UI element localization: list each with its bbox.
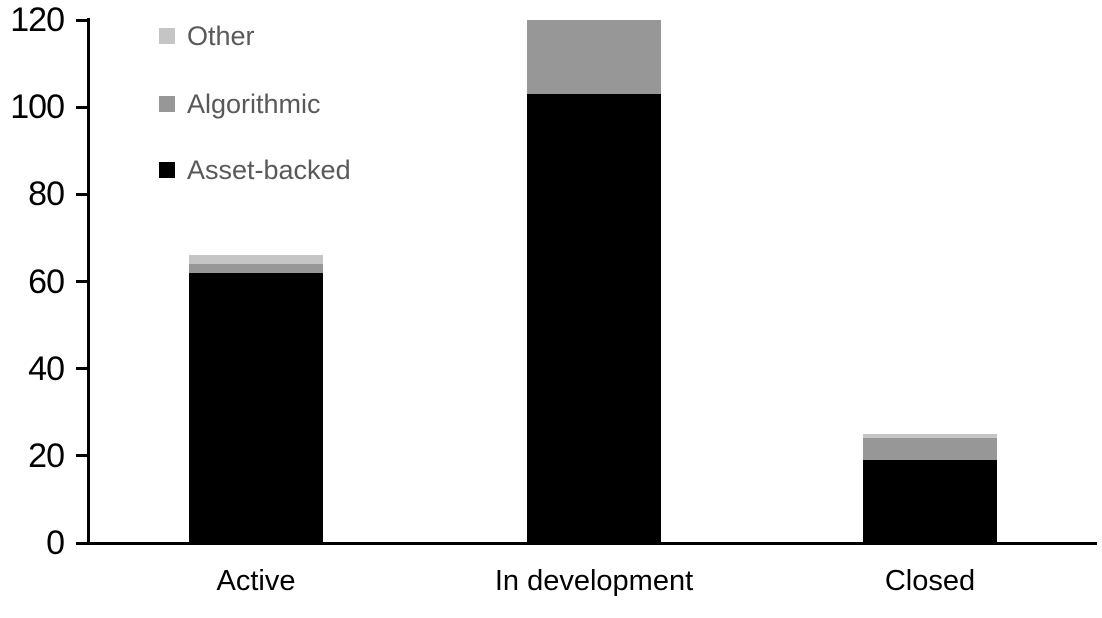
bar-segment-other-closed bbox=[863, 434, 997, 439]
legend-label: Asset-backed bbox=[187, 154, 351, 185]
bar-segment-other-active bbox=[189, 255, 323, 265]
legend-swatch-icon bbox=[159, 28, 175, 44]
bar-segment-algorithmic-closed bbox=[863, 438, 997, 461]
y-axis-tick-label: 120 bbox=[10, 1, 65, 39]
y-axis-tick bbox=[76, 280, 88, 283]
y-axis-tick bbox=[76, 541, 88, 545]
legend-swatch-icon bbox=[159, 162, 175, 178]
bar-segment-asset-backed-in-development bbox=[527, 94, 661, 543]
y-axis-tick-label: 20 bbox=[28, 436, 65, 475]
y-axis-tick-label: 0 bbox=[46, 524, 65, 562]
bar-segment-algorithmic-active bbox=[189, 264, 323, 273]
y-axis-tick-label: 40 bbox=[28, 349, 65, 388]
legend-swatch-icon bbox=[159, 96, 175, 112]
y-axis-tick bbox=[76, 105, 88, 109]
bar-segment-asset-backed-active bbox=[189, 272, 323, 543]
x-category-label-in-development: In development bbox=[494, 565, 694, 597]
y-axis-tick-label: 100 bbox=[10, 88, 65, 127]
y-axis-tick bbox=[76, 192, 88, 196]
bar-segment-algorithmic-in-development bbox=[527, 20, 661, 95]
legend-label: Other bbox=[187, 20, 255, 51]
y-axis-line bbox=[87, 18, 90, 545]
y-axis-tick-label: 60 bbox=[28, 262, 65, 301]
y-axis-tick bbox=[76, 454, 88, 458]
x-category-label-closed: Closed bbox=[884, 565, 976, 597]
y-axis-tick bbox=[76, 367, 88, 371]
legend-item-asset-backed: Asset-backed bbox=[159, 154, 351, 185]
y-axis-tick-label: 80 bbox=[28, 175, 65, 214]
x-axis-line bbox=[87, 542, 1097, 545]
y-axis-tick bbox=[76, 18, 88, 22]
legend-item-other: Other bbox=[159, 20, 255, 51]
legend-label: Algorithmic bbox=[187, 88, 321, 119]
bar-segment-asset-backed-closed bbox=[863, 460, 997, 543]
x-category-label-active: Active bbox=[216, 565, 296, 597]
legend-item-algorithmic: Algorithmic bbox=[159, 88, 321, 119]
